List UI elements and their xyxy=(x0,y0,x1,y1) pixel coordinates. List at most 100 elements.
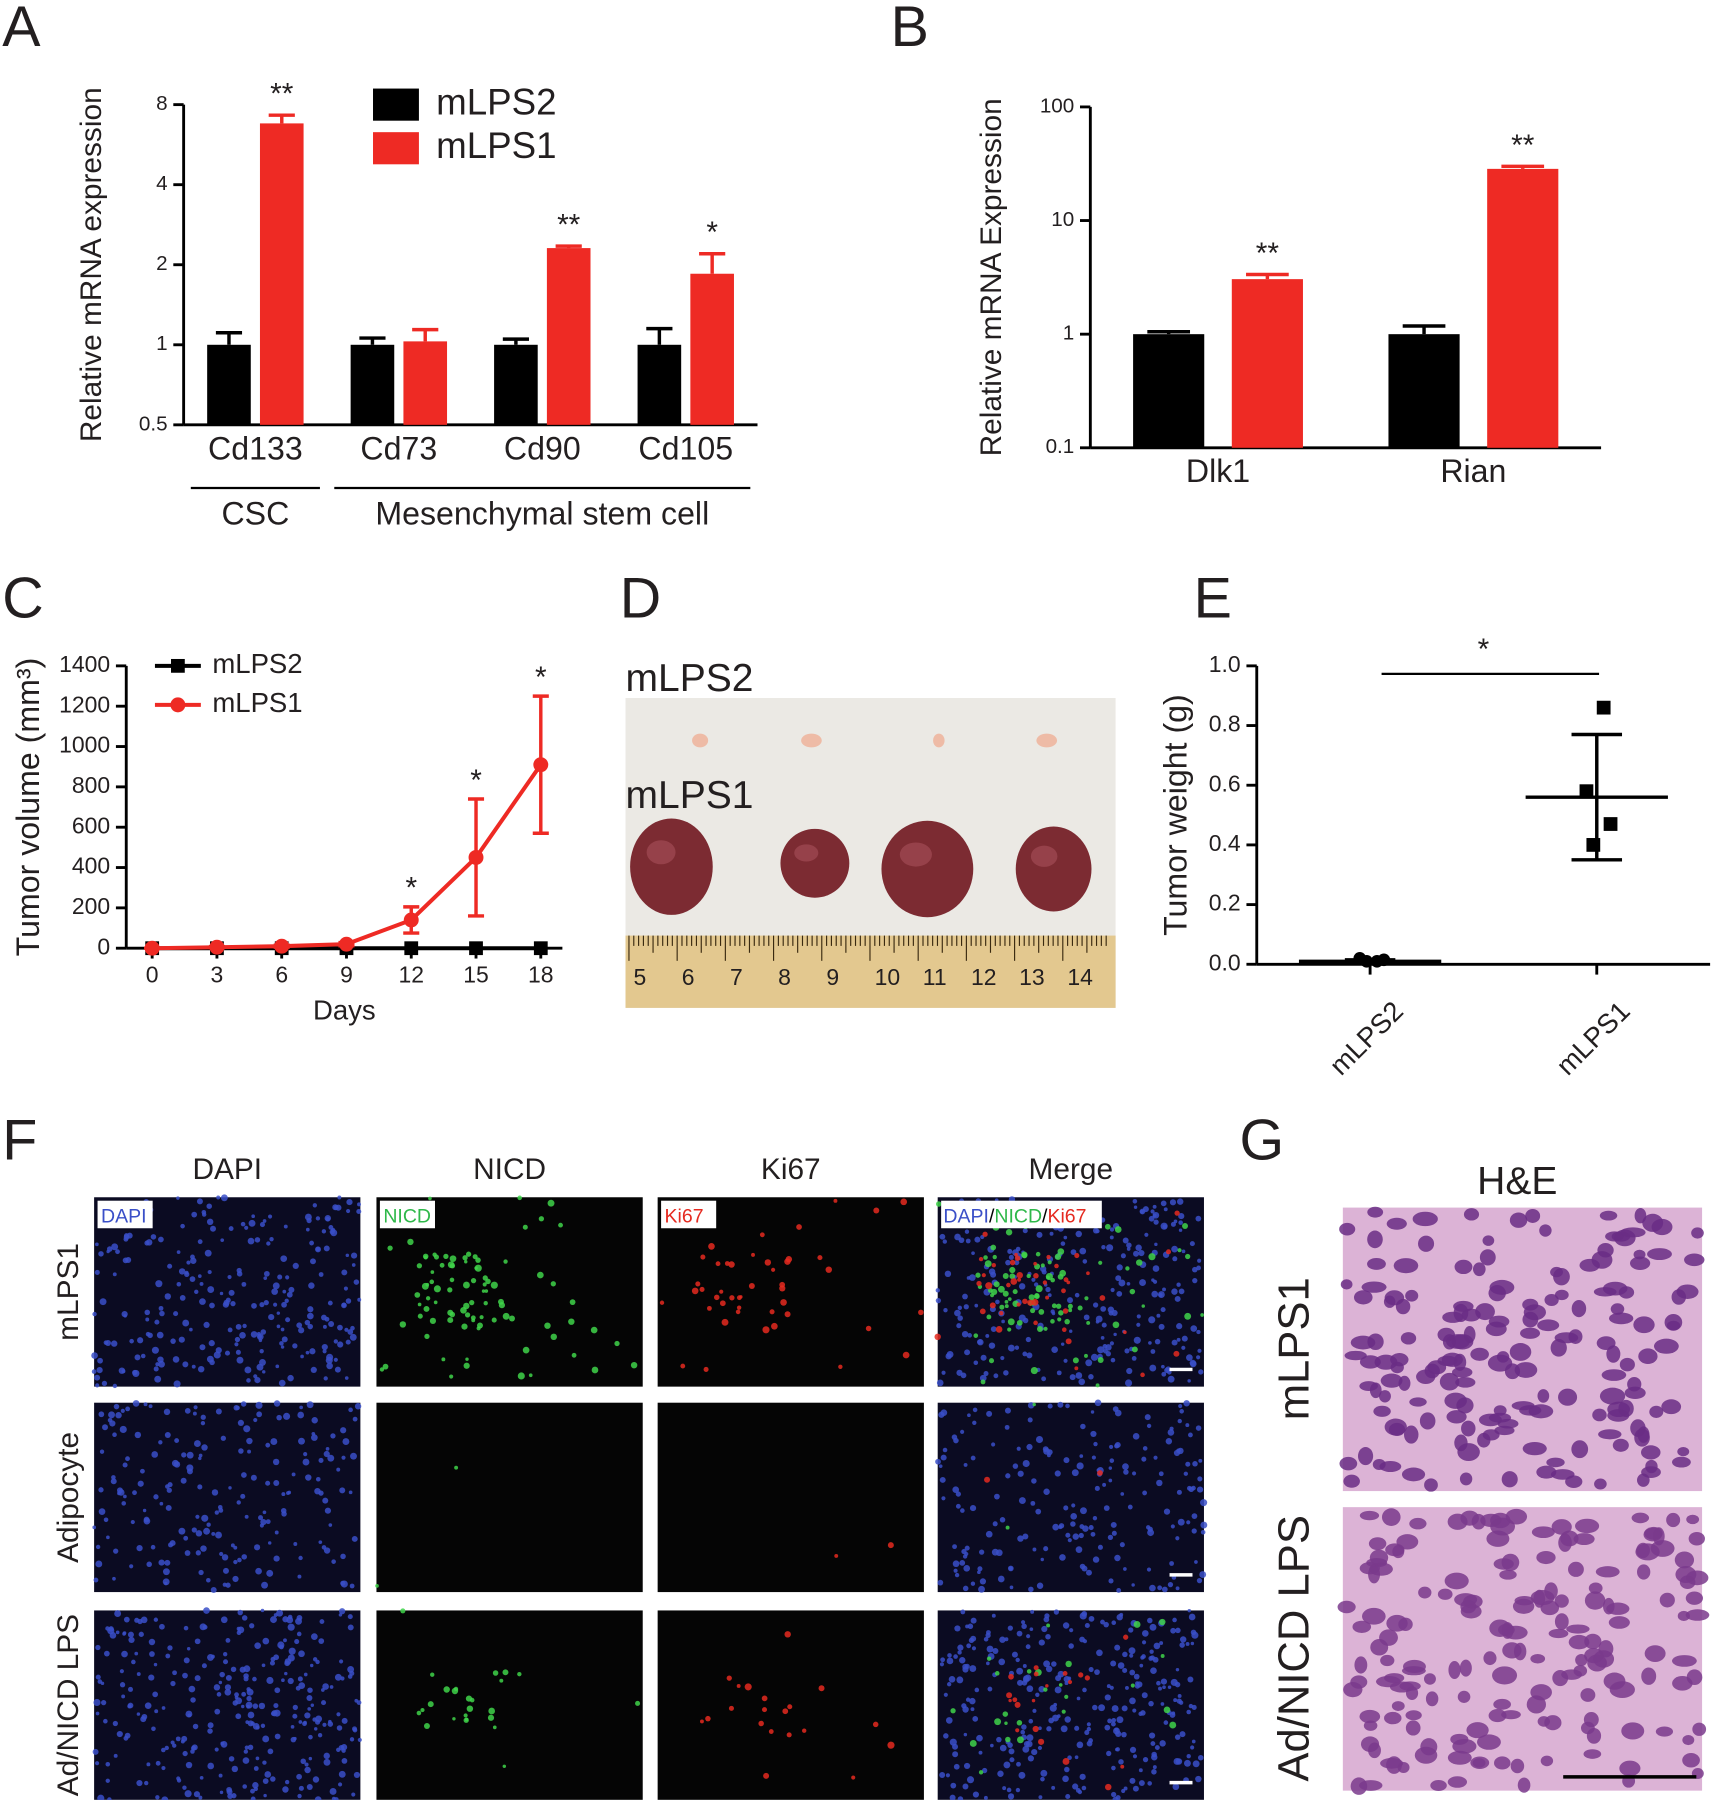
cell xyxy=(1146,1567,1152,1572)
cell xyxy=(964,1229,970,1234)
cell xyxy=(1067,1297,1074,1304)
cell xyxy=(225,1674,232,1681)
cell xyxy=(994,1718,1002,1726)
ruler-number: 6 xyxy=(682,964,695,990)
cell xyxy=(1060,1725,1068,1733)
cell xyxy=(983,1371,989,1377)
cell xyxy=(1190,1745,1195,1750)
nucleus xyxy=(1686,1514,1700,1525)
cell xyxy=(951,1434,958,1440)
cell xyxy=(110,1340,118,1347)
cell xyxy=(946,1657,954,1665)
cell xyxy=(691,1287,699,1295)
cell xyxy=(339,1659,344,1664)
cell xyxy=(340,1427,347,1434)
cell xyxy=(568,1318,575,1325)
cell xyxy=(992,1254,997,1260)
cell xyxy=(1129,1669,1136,1676)
cell xyxy=(968,1637,975,1644)
cell xyxy=(143,1517,151,1525)
cell xyxy=(1065,1793,1071,1800)
marker xyxy=(469,941,483,956)
legend-label: mLPS2 xyxy=(212,648,302,679)
cell xyxy=(1177,1693,1182,1698)
cell xyxy=(312,1657,318,1662)
cell xyxy=(296,1773,302,1780)
cell xyxy=(1033,1261,1037,1266)
nucleus xyxy=(1530,1654,1546,1664)
cell xyxy=(273,1302,278,1307)
cell xyxy=(1025,1740,1033,1748)
cell xyxy=(1033,1282,1039,1287)
cell xyxy=(158,1440,163,1445)
cell xyxy=(1009,1259,1016,1266)
cell xyxy=(351,1263,356,1267)
nucleus xyxy=(1340,1279,1353,1290)
cell xyxy=(1136,1322,1141,1327)
cell xyxy=(1122,1651,1128,1658)
cell xyxy=(209,1302,215,1309)
cell xyxy=(305,1227,310,1232)
cell xyxy=(146,1561,152,1568)
cell xyxy=(464,1312,471,1318)
inset-label-part: DAPI xyxy=(943,1206,989,1228)
cell xyxy=(1144,1232,1149,1237)
cell xyxy=(194,1675,201,1682)
cell xyxy=(129,1338,134,1344)
significance-label: * xyxy=(535,661,547,694)
cell xyxy=(340,1553,346,1560)
cell xyxy=(179,1295,186,1301)
micrograph-background xyxy=(657,1197,924,1387)
cell xyxy=(244,1514,249,1519)
cell xyxy=(786,1732,792,1738)
cell xyxy=(736,1305,742,1310)
y-tick-label: 0.4 xyxy=(1209,830,1241,856)
cell xyxy=(218,1507,224,1513)
cell xyxy=(276,1324,281,1329)
cell xyxy=(991,1548,999,1556)
cell xyxy=(307,1306,314,1313)
cell xyxy=(887,1542,894,1549)
cell xyxy=(447,1261,455,1269)
cell xyxy=(1062,1775,1069,1783)
cell xyxy=(118,1367,126,1374)
cell xyxy=(150,1234,157,1240)
cell xyxy=(264,1771,272,1778)
cell xyxy=(186,1647,191,1651)
cell xyxy=(963,1762,971,1770)
cell xyxy=(1135,1244,1142,1251)
nucleus xyxy=(1368,1537,1387,1551)
cell xyxy=(1200,1521,1208,1529)
cell xyxy=(995,1299,1000,1305)
cell xyxy=(1186,1485,1192,1491)
cell xyxy=(522,1224,528,1230)
cell xyxy=(189,1276,196,1282)
cell xyxy=(1183,1400,1190,1407)
cell xyxy=(220,1238,225,1243)
bar xyxy=(403,341,448,425)
cell xyxy=(614,1340,620,1347)
significance-label: * xyxy=(405,872,417,905)
cell xyxy=(220,1194,228,1202)
inset-separator: / xyxy=(1042,1206,1048,1228)
nucleus xyxy=(1651,1218,1673,1236)
cell xyxy=(999,1311,1004,1316)
cell xyxy=(1078,1532,1084,1539)
nucleus xyxy=(1584,1633,1602,1650)
ruler-number: 11 xyxy=(923,964,947,990)
cell xyxy=(430,1672,435,1677)
cell xyxy=(1032,1547,1037,1552)
cell xyxy=(502,1764,507,1769)
cell xyxy=(1081,1611,1088,1617)
cell xyxy=(199,1281,204,1286)
cell xyxy=(293,1736,297,1741)
cell xyxy=(972,1407,978,1413)
cell xyxy=(1063,1277,1069,1283)
cell xyxy=(1063,1358,1068,1363)
cell xyxy=(1189,1241,1195,1247)
cell xyxy=(172,1670,177,1676)
nucleus xyxy=(1427,1360,1447,1375)
cell xyxy=(281,1511,287,1517)
cell xyxy=(1006,1692,1013,1699)
cell xyxy=(1123,1634,1129,1640)
